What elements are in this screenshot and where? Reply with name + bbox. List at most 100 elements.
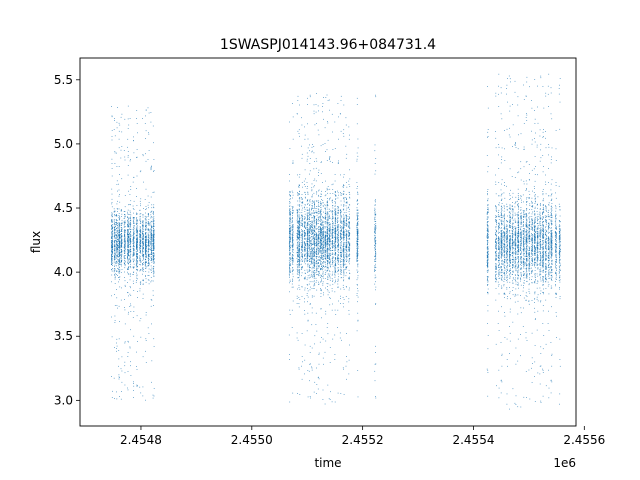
- data-point: [129, 252, 131, 253]
- data-point: [309, 304, 311, 305]
- data-point: [121, 230, 122, 232]
- data-point: [313, 104, 315, 106]
- data-point: [145, 219, 147, 221]
- data-point: [130, 311, 132, 312]
- data-point: [309, 237, 310, 239]
- data-point: [289, 354, 290, 355]
- data-point: [146, 208, 147, 210]
- data-point: [111, 295, 112, 297]
- data-point: [140, 231, 141, 233]
- data-point: [145, 340, 147, 341]
- data-point: [311, 189, 313, 191]
- data-point: [307, 396, 309, 398]
- data-point: [316, 265, 318, 267]
- data-point: [299, 257, 301, 259]
- data-point: [301, 249, 302, 251]
- data-point: [291, 190, 293, 192]
- data-point: [118, 227, 120, 229]
- data-point: [136, 229, 138, 231]
- data-point: [310, 363, 311, 365]
- data-point: [327, 261, 329, 263]
- data-point: [114, 248, 116, 249]
- data-point: [329, 277, 331, 279]
- data-point: [120, 231, 122, 232]
- data-point: [123, 236, 125, 237]
- data-point: [325, 238, 326, 240]
- data-point: [311, 249, 313, 250]
- data-point: [148, 242, 150, 244]
- data-point: [136, 110, 138, 111]
- data-point: [111, 216, 113, 218]
- data-point: [153, 250, 154, 251]
- data-point: [289, 201, 290, 202]
- data-point: [304, 254, 305, 256]
- data-point: [142, 298, 144, 299]
- data-point: [320, 218, 322, 220]
- data-point: [129, 273, 131, 275]
- data-point: [307, 235, 309, 236]
- data-point: [142, 267, 144, 268]
- data-point: [127, 105, 129, 107]
- data-point: [111, 252, 113, 253]
- data-point: [312, 257, 313, 259]
- data-point: [316, 393, 317, 394]
- data-point: [329, 248, 330, 250]
- data-point: [121, 146, 123, 147]
- data-point: [292, 249, 294, 250]
- data-point: [329, 275, 330, 277]
- data-point: [116, 234, 118, 236]
- data-point: [151, 250, 152, 252]
- data-point: [297, 218, 298, 220]
- data-point: [152, 241, 154, 242]
- data-point: [117, 245, 118, 247]
- data-point: [316, 245, 318, 247]
- data-point: [289, 270, 291, 272]
- data-point: [301, 241, 303, 243]
- data-point: [123, 226, 125, 228]
- data-point: [289, 212, 291, 214]
- data-point: [324, 143, 326, 144]
- data-point: [307, 312, 309, 314]
- data-point: [145, 240, 146, 242]
- data-point: [124, 229, 126, 231]
- data-point: [327, 139, 329, 141]
- data-point: [145, 109, 147, 111]
- data-point: [316, 256, 318, 257]
- data-point: [139, 223, 141, 224]
- data-point: [145, 256, 147, 258]
- data-point: [153, 211, 154, 212]
- data-point: [289, 208, 291, 210]
- data-point: [124, 271, 125, 273]
- data-point: [316, 254, 317, 256]
- data-point: [153, 255, 155, 257]
- data-point: [142, 244, 143, 246]
- data-point: [127, 234, 128, 235]
- data-point: [116, 221, 117, 223]
- data-point: [297, 255, 299, 257]
- data-point: [119, 231, 120, 233]
- data-point: [142, 386, 144, 388]
- data-point: [309, 173, 310, 175]
- data-point: [309, 163, 311, 164]
- data-point: [324, 236, 326, 238]
- data-point: [324, 248, 326, 250]
- data-point: [111, 158, 113, 160]
- data-point: [291, 220, 293, 221]
- data-point: [289, 198, 291, 199]
- data-point: [316, 384, 318, 385]
- data-point: [130, 204, 131, 206]
- data-point: [302, 207, 303, 209]
- data-point: [111, 249, 113, 251]
- data-point: [299, 394, 301, 395]
- data-point: [318, 247, 320, 249]
- data-point: [145, 253, 146, 254]
- data-point: [291, 224, 293, 226]
- data-point: [116, 251, 118, 253]
- data-point: [297, 227, 298, 228]
- data-point: [314, 161, 315, 162]
- data-point: [140, 229, 141, 230]
- data-point: [144, 239, 146, 240]
- data-point: [314, 212, 316, 213]
- data-point: [118, 277, 119, 278]
- data-point: [311, 229, 313, 231]
